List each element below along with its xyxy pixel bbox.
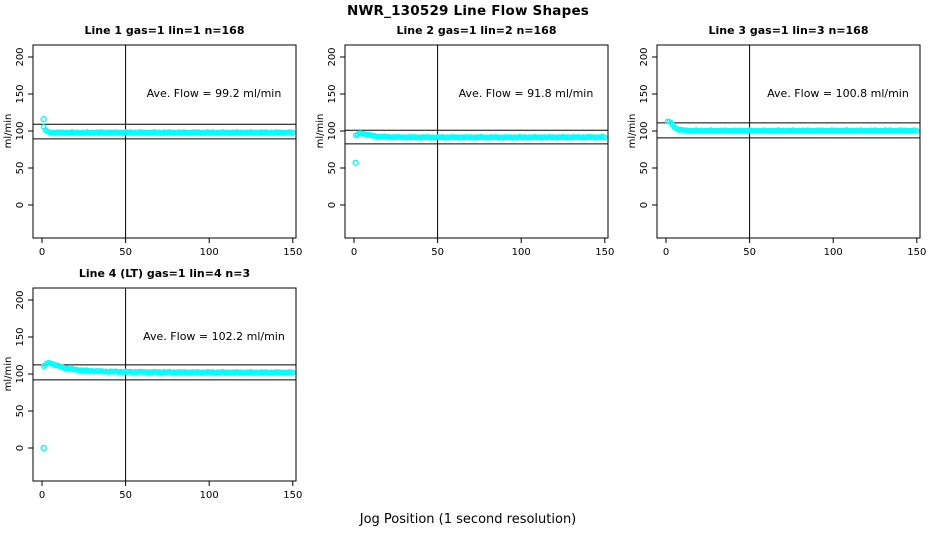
x-axis-label: Jog Position (1 second resolution)	[359, 512, 577, 527]
x-tick-label: 100	[512, 247, 531, 258]
plot-frame	[344, 44, 609, 239]
x-axis: 0 50 100 150	[351, 238, 614, 258]
x-axis: 0 50 100 150	[39, 238, 302, 258]
y-tick-label: 0	[15, 445, 26, 451]
x-tick-label: 50	[743, 247, 756, 258]
y-tick-label: 100	[15, 364, 26, 383]
x-tick-label: 50	[119, 490, 132, 501]
x-tick-label: 100	[200, 490, 219, 501]
data-point	[601, 134, 608, 141]
y-tick-label: 150	[327, 84, 338, 103]
x-tick-label: 0	[663, 247, 669, 258]
ave-flow-annotation: Ave. Flow = 100.8 ml/min	[767, 87, 909, 100]
ave-flow-annotation: Ave. Flow = 102.2 ml/min	[143, 330, 285, 343]
y-axis-title: ml/min	[315, 114, 326, 149]
x-tick-label: 50	[431, 247, 444, 258]
y-axis-title: ml/min	[627, 114, 638, 149]
plot-canvas: Line 4 (LT) gas=1 lin=4 n=3 0 50 100 150 0 50 1…	[3, 267, 302, 501]
x-axis: 0 50 100 150	[39, 481, 302, 501]
data-point	[289, 129, 296, 136]
y-tick-label: 50	[327, 162, 338, 175]
x-tick-label: 0	[39, 490, 45, 501]
y-tick-label: 50	[639, 162, 650, 175]
subplot-line-2: Line 2 gas=1 lin=2 n=168 0 50 100 150 0 50 100 1…	[312, 20, 624, 263]
y-axis: 0 50 100 150 200	[327, 47, 345, 208]
outlier-point	[40, 115, 47, 123]
plot-frame	[32, 287, 297, 482]
y-tick-label: 0	[15, 202, 26, 208]
y-tick-label: 100	[15, 121, 26, 140]
x-tick-label: 100	[200, 247, 219, 258]
x-tick-label: 0	[39, 247, 45, 258]
scatter-points	[664, 118, 920, 135]
subplot-title: Line 3 gas=1 lin=3 n=168	[708, 24, 868, 37]
ave-flow-annotation: Ave. Flow = 99.2 ml/min	[147, 87, 282, 100]
y-axis: 0 50 100 150 200	[15, 290, 33, 451]
y-tick-label: 100	[639, 121, 650, 140]
scatter-points	[352, 130, 608, 141]
y-tick-label: 200	[15, 47, 26, 66]
y-tick-label: 100	[327, 121, 338, 140]
subplot-title: Line 2 gas=1 lin=2 n=168	[396, 24, 556, 37]
y-axis-title: ml/min	[3, 357, 14, 392]
x-axis: 0 50 100 150	[663, 238, 926, 258]
y-axis: 0 50 100 150 200	[15, 47, 33, 208]
y-tick-label: 50	[15, 405, 26, 418]
subplot-line-3: Line 3 gas=1 lin=3 n=168 0 50 100 150 0 50 100 1…	[624, 20, 936, 263]
plot-frame	[32, 44, 297, 239]
y-tick-label: 150	[639, 84, 650, 103]
y-tick-label: 0	[327, 202, 338, 208]
x-tick-label: 150	[595, 247, 614, 258]
x-tick-label: 50	[119, 247, 132, 258]
x-tick-label: 150	[907, 247, 926, 258]
ave-flow-annotation: Ave. Flow = 91.8 ml/min	[459, 87, 594, 100]
y-tick-label: 150	[15, 327, 26, 346]
x-tick-label: 0	[351, 247, 357, 258]
x-tick-label: 150	[283, 490, 302, 501]
data-point	[289, 369, 296, 376]
subplot-line-1: Line 1 gas=1 lin=1 n=168 0 50 100 150 0 50 100 1…	[0, 20, 312, 263]
subplot-title: Line 4 (LT) gas=1 lin=4 n=3	[79, 267, 250, 280]
subplot-line-4: Line 4 (LT) gas=1 lin=4 n=3 0 50 100 150 0 50 1…	[0, 263, 312, 506]
data-point	[913, 127, 920, 134]
plot-frame	[656, 44, 921, 239]
plot-canvas: Line 2 gas=1 lin=2 n=168 0 50 100 150 0 50 100 1…	[315, 24, 614, 258]
x-tick-label: 100	[824, 247, 843, 258]
plot-canvas: Line 1 gas=1 lin=1 n=168 0 50 100 150 0 50 100 1…	[3, 24, 302, 258]
y-axis: 0 50 100 150 200	[639, 47, 657, 208]
y-tick-label: 200	[327, 47, 338, 66]
y-axis-title: ml/min	[3, 114, 14, 149]
y-tick-label: 150	[15, 84, 26, 103]
x-tick-label: 150	[283, 247, 302, 258]
plot-canvas: Line 3 gas=1 lin=3 n=168 0 50 100 150 0 50 100 1…	[627, 24, 926, 258]
subplot-title: Line 1 gas=1 lin=1 n=168	[84, 24, 244, 37]
y-tick-label: 0	[639, 202, 650, 208]
y-tick-label: 50	[15, 162, 26, 175]
scatter-points	[40, 124, 296, 136]
scatter-points	[40, 359, 296, 376]
outlier-point	[352, 159, 359, 167]
y-tick-label: 200	[15, 290, 26, 309]
outlier-point	[40, 444, 47, 452]
y-tick-label: 200	[639, 47, 650, 66]
figure-title: NWR_130529 Line Flow Shapes	[346, 3, 590, 19]
